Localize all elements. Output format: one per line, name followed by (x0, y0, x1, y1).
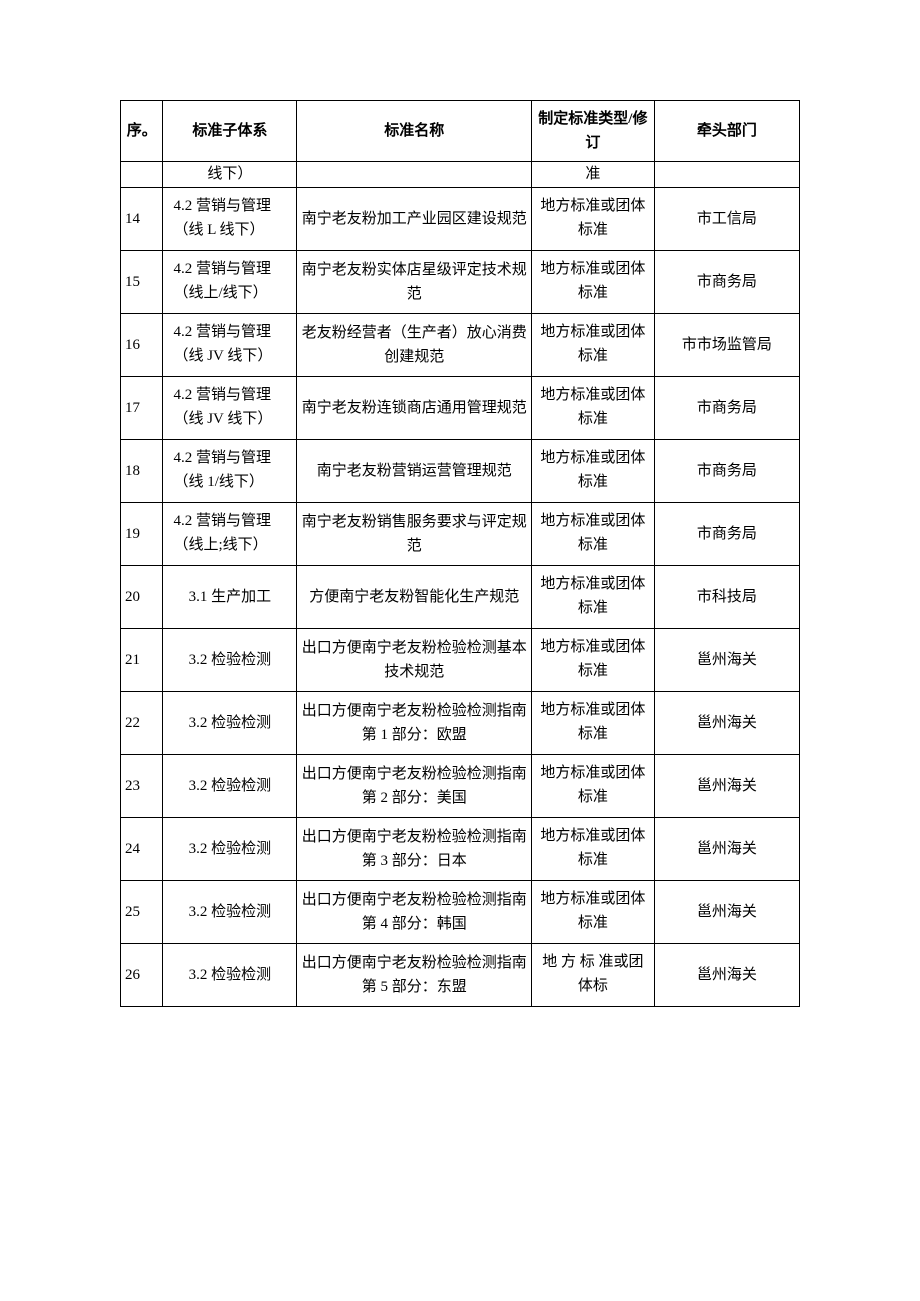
cell-dept: 邕州海关 (654, 755, 799, 818)
cell-type: 地方标准或团体标准 (531, 818, 654, 881)
cell-sub: 3.1 生产加工 (163, 566, 297, 629)
table-row: 233.2 检验检测出口方便南宁老友粉检验检测指南第 2 部分：美国地方标准或团… (121, 755, 800, 818)
cell-seq: 15 (121, 251, 163, 314)
cell-name: 出口方便南宁老友粉检验检测指南第 5 部分：东盟 (297, 944, 532, 1007)
cell-dept: 市市场监管局 (654, 314, 799, 377)
cell-name: 出口方便南宁老友粉检验检测基本技术规范 (297, 629, 532, 692)
cell-seq: 21 (121, 629, 163, 692)
col-header-name: 标准名称 (297, 101, 532, 162)
cell-seq: 24 (121, 818, 163, 881)
cell-sub: 4.2 营销与管理（线上;线下） (163, 503, 297, 566)
cell-type: 地 方 标 准或团体标 (531, 944, 654, 1007)
cell-type: 地方标准或团体标准 (531, 440, 654, 503)
cell-seq: 14 (121, 188, 163, 251)
cell-seq: 22 (121, 692, 163, 755)
cell-sub: 4.2 营销与管理（线上/线下） (163, 251, 297, 314)
cell-dept: 市商务局 (654, 251, 799, 314)
cell-seq: 25 (121, 881, 163, 944)
table-body: 线下）准144.2 营销与管理（线 L 线下）南宁老友粉加工产业园区建设规范地方… (121, 162, 800, 1007)
cell-type: 地方标准或团体标准 (531, 503, 654, 566)
cell-name: 南宁老友粉营销运营管理规范 (297, 440, 532, 503)
cell-name: 南宁老友粉加工产业园区建设规范 (297, 188, 532, 251)
cell-seq: 19 (121, 503, 163, 566)
cell-name: 老友粉经营者（生产者）放心消费创建规范 (297, 314, 532, 377)
cell-dept: 市商务局 (654, 440, 799, 503)
cell-name: 出口方便南宁老友粉检验检测指南第 2 部分：美国 (297, 755, 532, 818)
cell-sub: 4.2 营销与管理（线 JV 线下） (163, 377, 297, 440)
cell-type: 地方标准或团体标准 (531, 692, 654, 755)
cell-sub: 3.2 检验检测 (163, 944, 297, 1007)
table-header: 序。 标准子体系 标准名称 制定标准类型/修订 牵头部门 (121, 101, 800, 162)
table-row: 194.2 营销与管理（线上;线下）南宁老友粉销售服务要求与评定规范地方标准或团… (121, 503, 800, 566)
cell-sub: 3.2 检验检测 (163, 881, 297, 944)
table-row: 144.2 营销与管理（线 L 线下）南宁老友粉加工产业园区建设规范地方标准或团… (121, 188, 800, 251)
cell-dept: 邕州海关 (654, 818, 799, 881)
cell-seq: 23 (121, 755, 163, 818)
cell-dept: 市科技局 (654, 566, 799, 629)
cell-name: 南宁老友粉实体店星级评定技术规范 (297, 251, 532, 314)
cell-seq (121, 162, 163, 188)
cell-name (297, 162, 532, 188)
cell-seq: 20 (121, 566, 163, 629)
table-row: 213.2 检验检测出口方便南宁老友粉检验检测基本技术规范地方标准或团体标准邕州… (121, 629, 800, 692)
table-row: 184.2 营销与管理（线 1/线下）南宁老友粉营销运营管理规范地方标准或团体标… (121, 440, 800, 503)
standards-table: 序。 标准子体系 标准名称 制定标准类型/修订 牵头部门 线下）准144.2 营… (120, 100, 800, 1007)
col-header-dept: 牵头部门 (654, 101, 799, 162)
cell-seq: 26 (121, 944, 163, 1007)
cell-type: 地方标准或团体标准 (531, 881, 654, 944)
table-row: 243.2 检验检测出口方便南宁老友粉检验检测指南第 3 部分：日本地方标准或团… (121, 818, 800, 881)
cell-sub: 线下） (163, 162, 297, 188)
cell-seq: 18 (121, 440, 163, 503)
cell-dept: 邕州海关 (654, 881, 799, 944)
cell-name: 出口方便南宁老友粉检验检测指南第 3 部分：日本 (297, 818, 532, 881)
cell-dept: 邕州海关 (654, 692, 799, 755)
cell-sub: 4.2 营销与管理（线 1/线下） (163, 440, 297, 503)
cell-dept: 市商务局 (654, 377, 799, 440)
cell-type: 地方标准或团体标准 (531, 377, 654, 440)
col-header-sub: 标准子体系 (163, 101, 297, 162)
cell-type: 地方标准或团体标准 (531, 314, 654, 377)
table-row: 253.2 检验检测出口方便南宁老友粉检验检测指南第 4 部分：韩国地方标准或团… (121, 881, 800, 944)
cell-seq: 16 (121, 314, 163, 377)
cell-name: 出口方便南宁老友粉检验检测指南第 4 部分：韩国 (297, 881, 532, 944)
cell-type: 准 (531, 162, 654, 188)
cell-name: 方便南宁老友粉智能化生产规范 (297, 566, 532, 629)
cell-name: 南宁老友粉销售服务要求与评定规范 (297, 503, 532, 566)
cell-dept (654, 162, 799, 188)
cell-dept: 邕州海关 (654, 629, 799, 692)
table-row: 223.2 检验检测出口方便南宁老友粉检验检测指南第 1 部分：欧盟地方标准或团… (121, 692, 800, 755)
table-row: 164.2 营销与管理（线 JV 线下）老友粉经营者（生产者）放心消费创建规范地… (121, 314, 800, 377)
cell-name: 出口方便南宁老友粉检验检测指南第 1 部分：欧盟 (297, 692, 532, 755)
cell-sub: 4.2 营销与管理（线 JV 线下） (163, 314, 297, 377)
cell-sub: 3.2 检验检测 (163, 629, 297, 692)
table-row: 203.1 生产加工方便南宁老友粉智能化生产规范地方标准或团体标准市科技局 (121, 566, 800, 629)
cell-type: 地方标准或团体标准 (531, 566, 654, 629)
cell-type: 地方标准或团体标准 (531, 251, 654, 314)
cell-name: 南宁老友粉连锁商店通用管理规范 (297, 377, 532, 440)
cell-dept: 市商务局 (654, 503, 799, 566)
cell-sub: 3.2 检验检测 (163, 692, 297, 755)
cell-sub: 3.2 检验检测 (163, 755, 297, 818)
cell-sub: 4.2 营销与管理（线 L 线下） (163, 188, 297, 251)
col-header-type: 制定标准类型/修订 (531, 101, 654, 162)
cell-type: 地方标准或团体标准 (531, 188, 654, 251)
cell-sub: 3.2 检验检测 (163, 818, 297, 881)
table-row-fragment: 线下） 准 (121, 162, 800, 188)
cell-seq: 17 (121, 377, 163, 440)
table-row: 263.2 检验检测出口方便南宁老友粉检验检测指南第 5 部分：东盟地 方 标 … (121, 944, 800, 1007)
cell-dept: 邕州海关 (654, 944, 799, 1007)
table-row: 154.2 营销与管理（线上/线下）南宁老友粉实体店星级评定技术规范地方标准或团… (121, 251, 800, 314)
cell-dept: 市工信局 (654, 188, 799, 251)
table-row: 174.2 营销与管理（线 JV 线下）南宁老友粉连锁商店通用管理规范地方标准或… (121, 377, 800, 440)
col-header-seq: 序。 (121, 101, 163, 162)
cell-type: 地方标准或团体标准 (531, 629, 654, 692)
cell-type: 地方标准或团体标准 (531, 755, 654, 818)
